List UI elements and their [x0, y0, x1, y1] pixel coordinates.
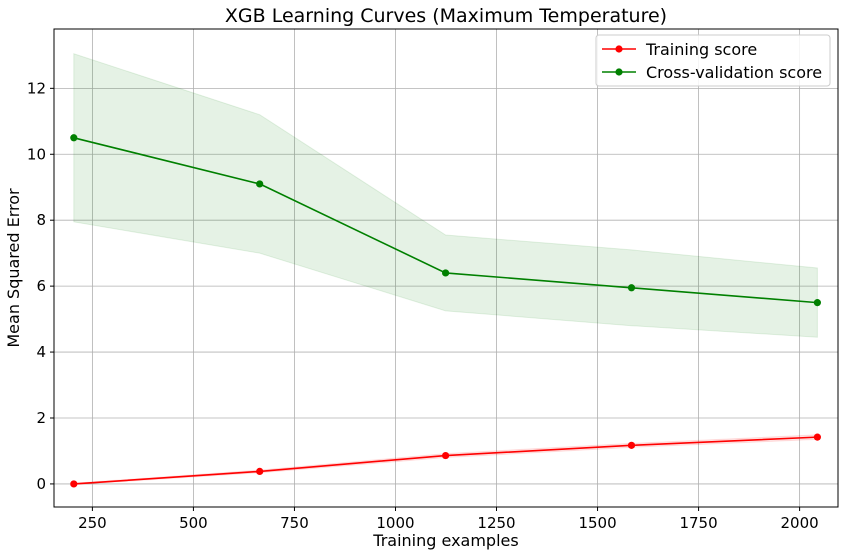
- legend: Training score Cross-validation score: [595, 34, 831, 87]
- data-point: [813, 299, 821, 307]
- data-point: [256, 180, 264, 188]
- plot-background: [54, 29, 838, 507]
- axes-frame: [53, 28, 839, 508]
- x-tick-label: 1500: [578, 514, 616, 532]
- data-point: [256, 467, 264, 475]
- y-tick-label: 8: [36, 211, 46, 229]
- x-tick-label: 1000: [376, 514, 414, 532]
- y-tick-label: 10: [27, 145, 46, 163]
- x-tick-label: 2000: [781, 514, 819, 532]
- x-tick-label: 750: [280, 514, 309, 532]
- y-tick-label: 4: [36, 343, 46, 361]
- legend-marker: [615, 68, 623, 76]
- legend-label: Cross-validation score: [646, 63, 822, 82]
- data-point: [627, 441, 636, 449]
- y-tick-label: 6: [36, 277, 46, 295]
- x-axis-title: Training examples: [372, 531, 518, 550]
- data-point: [441, 269, 450, 277]
- y-tick-label: 2: [36, 409, 46, 427]
- x-tick-label: 1250: [477, 514, 515, 532]
- y-axis-title: Mean Squared Error: [4, 188, 23, 348]
- legend-marker: [615, 45, 623, 53]
- x-tick-label: 500: [179, 514, 208, 532]
- legend-box: [595, 34, 831, 87]
- chart-title: XGB Learning Curves (Maximum Temperature…: [225, 5, 667, 27]
- x-tick-label: 1750: [679, 514, 717, 532]
- data-point: [813, 433, 821, 441]
- legend-label: Training score: [645, 40, 757, 59]
- x-tick-label: 250: [78, 514, 107, 532]
- y-tick-label: 12: [27, 79, 46, 97]
- data-point: [627, 284, 636, 292]
- y-tick-label: 0: [36, 475, 46, 493]
- confidence-band: [73, 53, 818, 338]
- data-point: [441, 451, 450, 460]
- data-point: [70, 480, 78, 488]
- plot-area: 250 500 750 1000 1250 1500 1750 2000 0 2 4 6 8 10 12: [27, 28, 839, 532]
- data-point: [70, 134, 78, 142]
